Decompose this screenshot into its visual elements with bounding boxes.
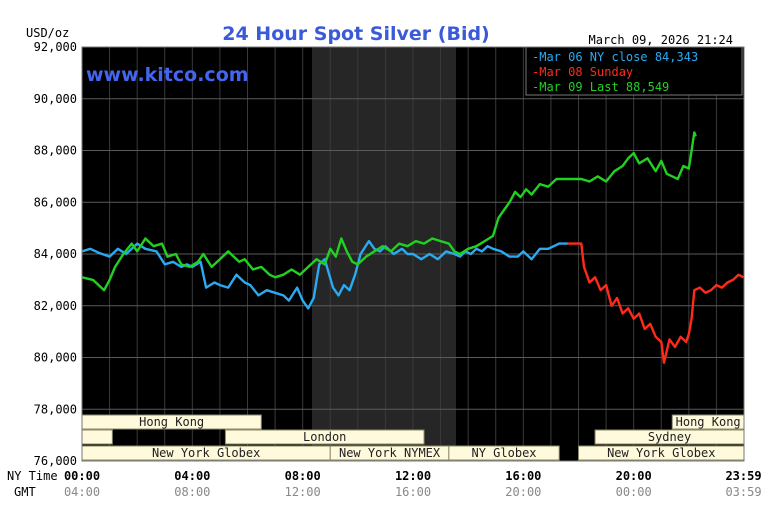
x-tick-label-ny: 08:00 (285, 469, 321, 483)
watermark-text: www.kitco.com (86, 64, 249, 86)
plot-border (81, 46, 745, 462)
x-tick-label-gmt: 04:00 (64, 485, 100, 499)
x-tick-label-gmt: 00:00 (616, 485, 652, 499)
session-label: New York Globex (152, 446, 260, 460)
session-label: Hong Kong (139, 415, 204, 429)
legend-entry: -Mar 06 NY close 84,343 (532, 50, 698, 64)
x-tick-label-gmt: 16:00 (395, 485, 431, 499)
chart-title: 24 Hour Spot Silver (Bid) (222, 23, 489, 45)
session-bar (81, 429, 113, 445)
timestamp: March 09, 2026 21:24 (589, 33, 734, 47)
y-tick-label: 78,000 (34, 402, 77, 416)
x-tick-label-ny: 23:59 (725, 469, 761, 483)
ny-time-row-label: NY Time (7, 469, 58, 483)
y-tick-label: 84,000 (34, 247, 77, 261)
session-label: Sydney (648, 430, 691, 444)
y-axis-tick-labels: 92,000 90,000 88,000 86,000 84,000 82,000 80,0… (34, 40, 77, 468)
y-tick-label: 82,000 (34, 299, 77, 313)
session-label: NY Globex (472, 446, 537, 460)
session-bar (448, 445, 560, 461)
session-label: New York NYMEX (339, 446, 441, 460)
x-tick-label-ny: 16:00 (505, 469, 541, 483)
x-tick-label-ny: 12:00 (395, 469, 431, 483)
legend-entry: -Mar 09 Last 88,549 (532, 80, 669, 94)
series-line (81, 131, 697, 292)
x-axis-tick-labels: 00:00 04:00 08:00 12:00 16:00 20:00 23:59 04:00… (64, 469, 762, 499)
legend-entry: -Mar 08 Sunday (532, 65, 633, 79)
unit-label: USD/oz (26, 26, 69, 40)
y-tick-label: 92,000 (34, 40, 77, 54)
series-line (567, 242, 744, 364)
series-lines (81, 131, 744, 364)
y-tick-label: 88,000 (34, 144, 77, 158)
y-tick-label: 90,000 (34, 92, 77, 106)
y-tick-label: 76,000 (34, 454, 77, 468)
legend-box: -Mar 06 NY close 84,343-Mar 08 Sunday-Ma… (525, 46, 743, 96)
x-tick-label-ny: 00:00 (64, 469, 100, 483)
session-label: London (303, 430, 346, 444)
x-tick-label-gmt: 20:00 (505, 485, 541, 499)
x-tick-label-gmt: 03:59 (725, 485, 761, 499)
x-tick-label-ny: 20:00 (616, 469, 652, 483)
session-label: New York Globex (607, 446, 715, 460)
x-tick-label-gmt: 08:00 (174, 485, 210, 499)
x-tick-label-ny: 04:00 (174, 469, 210, 483)
y-tick-label: 86,000 (34, 195, 77, 209)
y-tick-label: 80,000 (34, 351, 77, 365)
session-bar (224, 429, 425, 445)
session-label: Hong Kong (676, 415, 741, 429)
gmt-row-label: GMT (14, 485, 36, 499)
x-tick-label-gmt: 12:00 (285, 485, 321, 499)
